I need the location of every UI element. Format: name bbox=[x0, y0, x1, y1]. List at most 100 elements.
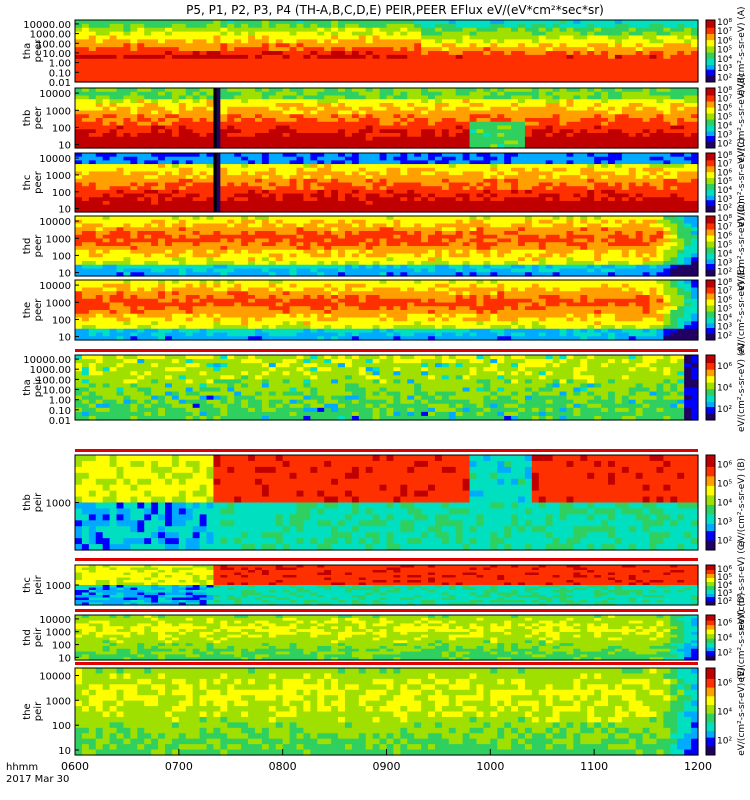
heatmap-cell bbox=[199, 35, 208, 40]
heatmap-cell bbox=[81, 35, 90, 40]
heatmap-cell bbox=[220, 66, 228, 71]
heatmap-cell bbox=[213, 171, 221, 176]
heatmap-cell bbox=[303, 114, 311, 119]
heatmap-cell bbox=[234, 167, 242, 173]
heatmap-cell bbox=[234, 197, 242, 202]
heatmap-cell bbox=[192, 200, 201, 206]
colorbar-swatch bbox=[706, 98, 715, 101]
heatmap-cell bbox=[434, 182, 443, 187]
heatmap-cell bbox=[587, 27, 595, 33]
heatmap-cell bbox=[261, 58, 270, 64]
heatmap-cell bbox=[137, 219, 145, 225]
heatmap-cell bbox=[123, 216, 131, 221]
heatmap-cell bbox=[344, 193, 353, 198]
heatmap-cell bbox=[130, 51, 138, 56]
heatmap-cell bbox=[511, 91, 519, 97]
heatmap-cell bbox=[649, 186, 658, 191]
heatmap-cell bbox=[144, 219, 152, 225]
heatmap-cell bbox=[351, 178, 360, 184]
heatmap-cell bbox=[130, 193, 138, 198]
heatmap-cell bbox=[158, 74, 166, 79]
colorbar-frame bbox=[705, 19, 716, 83]
heatmap-cell bbox=[497, 178, 505, 184]
heatmap-cell bbox=[601, 189, 609, 195]
heatmap-cell bbox=[684, 144, 692, 149]
heatmap-cell bbox=[338, 140, 346, 145]
heatmap-cell bbox=[261, 186, 270, 191]
heatmap-cell bbox=[164, 167, 173, 173]
heatmap-cell bbox=[601, 27, 609, 33]
heatmap-cell bbox=[511, 136, 519, 142]
heatmap-cell bbox=[185, 121, 194, 127]
heatmap-cell bbox=[414, 140, 422, 145]
heatmap-cell bbox=[358, 160, 367, 165]
heatmap-cell bbox=[566, 171, 574, 176]
heatmap-cell bbox=[691, 193, 699, 198]
heatmap-cell bbox=[490, 204, 498, 209]
heatmap-cell bbox=[518, 200, 526, 206]
heatmap-cell bbox=[192, 193, 201, 198]
heatmap-cell bbox=[151, 182, 159, 187]
heatmap-cell bbox=[587, 182, 595, 187]
heatmap-cell bbox=[137, 249, 145, 255]
heatmap-cell bbox=[220, 238, 228, 243]
heatmap-cell bbox=[621, 156, 630, 161]
heatmap-cell bbox=[434, 189, 443, 195]
heatmap-cell bbox=[524, 103, 533, 108]
heatmap-cell bbox=[441, 27, 450, 33]
heatmap-cell bbox=[365, 91, 374, 97]
heatmap-cell bbox=[469, 164, 478, 169]
colorbar-swatch bbox=[706, 145, 715, 147]
heatmap-cell bbox=[95, 114, 104, 119]
heatmap-cell bbox=[151, 133, 159, 138]
heatmap-cell bbox=[317, 20, 325, 25]
heatmap-cell bbox=[358, 204, 367, 209]
heatmap-cell bbox=[677, 27, 685, 33]
heatmap-cell bbox=[552, 106, 561, 112]
heatmap-cell bbox=[566, 35, 574, 40]
heatmap-cell bbox=[254, 257, 263, 262]
heatmap-cell bbox=[580, 43, 588, 48]
heatmap-cell bbox=[386, 20, 395, 25]
heatmap-cell bbox=[289, 99, 298, 104]
heatmap-cell bbox=[81, 264, 90, 270]
heatmap-cell bbox=[552, 153, 561, 158]
heatmap-cell bbox=[379, 91, 388, 97]
heatmap-cell bbox=[524, 178, 533, 184]
heatmap-cell bbox=[428, 62, 436, 68]
heatmap-cell bbox=[158, 66, 166, 71]
heatmap-cell bbox=[261, 88, 270, 93]
heatmap-cell bbox=[331, 140, 339, 145]
heatmap-cell bbox=[171, 20, 180, 25]
heatmap-cell bbox=[587, 70, 595, 75]
heatmap-cell bbox=[254, 114, 263, 119]
heatmap-cell bbox=[621, 175, 630, 180]
heatmap-cell bbox=[171, 78, 180, 83]
heatmap-cell bbox=[476, 136, 485, 142]
heatmap-cell bbox=[192, 153, 201, 158]
heatmap-cell bbox=[614, 51, 623, 56]
heatmap-cell bbox=[75, 171, 83, 176]
heatmap-cell bbox=[199, 223, 208, 228]
heatmap-cell bbox=[241, 160, 249, 165]
heatmap-cell bbox=[144, 264, 152, 270]
heatmap-cell bbox=[691, 136, 699, 142]
heatmap-cell bbox=[580, 156, 588, 161]
heatmap-cell bbox=[608, 91, 616, 97]
heatmap-cell bbox=[116, 140, 125, 145]
heatmap-cell bbox=[455, 31, 464, 37]
heatmap-cell bbox=[95, 231, 104, 236]
heatmap-cell bbox=[254, 178, 263, 184]
colorbar-swatch bbox=[706, 128, 715, 131]
heatmap-cell bbox=[261, 197, 270, 202]
heatmap-cell bbox=[109, 62, 118, 68]
heatmap-cell bbox=[109, 133, 118, 138]
heatmap-cell bbox=[372, 197, 381, 202]
heatmap-cell bbox=[476, 99, 485, 104]
heatmap-cell bbox=[192, 70, 201, 75]
heatmap-cell bbox=[213, 160, 221, 165]
heatmap-cell bbox=[601, 78, 609, 83]
heatmap-cell bbox=[213, 133, 221, 138]
heatmap-cell bbox=[462, 74, 471, 79]
